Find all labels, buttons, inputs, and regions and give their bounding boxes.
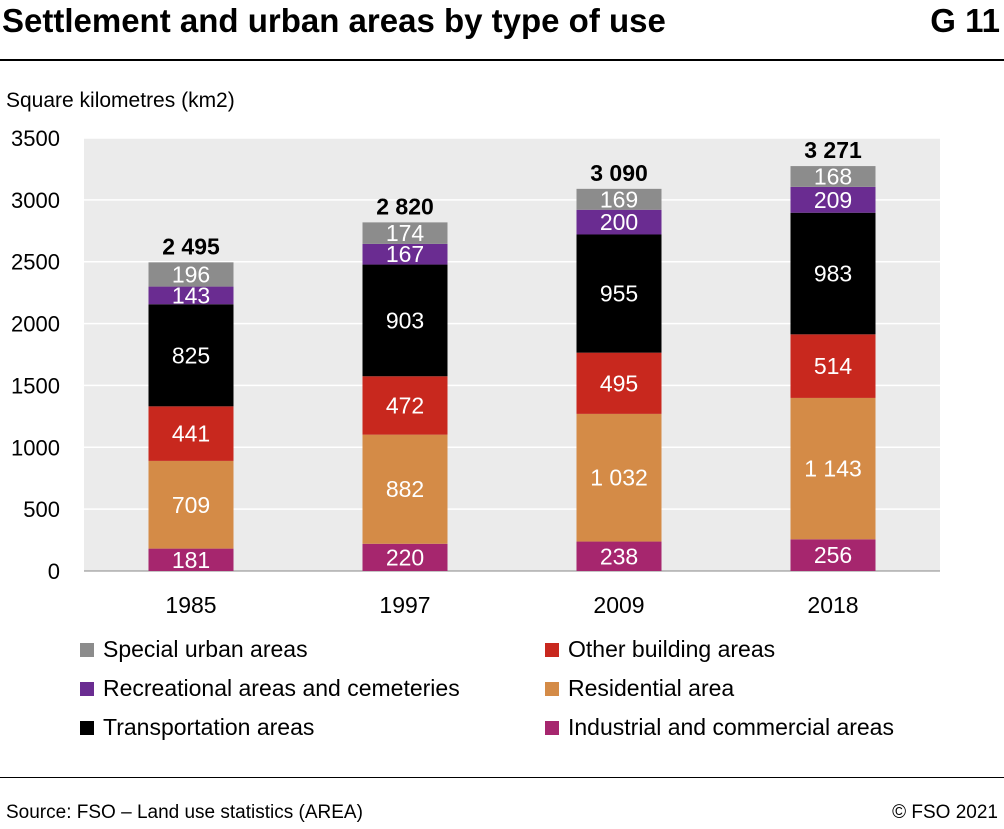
legend-item: Special urban areas: [80, 636, 308, 663]
segment-value-label: 196: [172, 261, 210, 287]
segment-value-label: 472: [386, 392, 424, 418]
bar-segment: [576, 413, 662, 542]
bar-segment: [790, 397, 876, 540]
legend-item: Transportation areas: [80, 714, 314, 741]
segment-value-label: 882: [386, 476, 424, 502]
legend-label: Industrial and commercial areas: [568, 714, 894, 740]
segment-value-label: 1 143: [804, 456, 862, 482]
total-value-label: 2 495: [162, 233, 220, 259]
bar-segment: [362, 243, 448, 265]
header-divider: [0, 59, 1004, 61]
bar-segment: [790, 539, 876, 571]
y-tick-label: 0: [48, 559, 60, 584]
x-tick-label: 2009: [593, 592, 644, 618]
bar-segment: [148, 406, 234, 461]
legend-item: Recreational areas and cemeteries: [80, 675, 460, 702]
segment-value-label: 825: [172, 342, 210, 368]
legend-swatch: [80, 681, 94, 696]
bar-segment: [148, 286, 234, 305]
segment-value-label: 209: [814, 187, 852, 213]
bar-segment: [362, 434, 448, 544]
x-tick-label: 1985: [165, 592, 216, 618]
bar-segment: [576, 188, 662, 210]
segment-value-label: 238: [600, 543, 638, 569]
bar-segment: [576, 541, 662, 571]
legend-label: Residential area: [568, 675, 735, 701]
legend-swatch: [545, 642, 559, 657]
segment-value-label: 709: [172, 492, 210, 518]
bar-segment: [790, 186, 876, 213]
bar-segment: [148, 548, 234, 571]
y-tick-label: 2000: [11, 312, 60, 337]
x-tick-label: 1997: [379, 592, 430, 618]
segment-value-label: 256: [814, 542, 852, 568]
segment-value-label: 167: [386, 241, 424, 267]
segment-value-label: 903: [386, 307, 424, 333]
stacked-bar-chart: 0 500 1000 1500 2000 2500 3000 3500 181 709 441 825…: [11, 126, 940, 618]
legend-label: Transportation areas: [103, 714, 315, 740]
legend-item: Other building areas: [545, 636, 775, 663]
legend-swatch: [545, 681, 559, 696]
segment-value-label: 143: [172, 282, 210, 308]
chart-title: Settlement and urban areas by type of us…: [2, 2, 666, 39]
legend-label: Other building areas: [568, 636, 776, 662]
segment-value-label: 174: [386, 220, 425, 246]
segment-value-label: 1 032: [590, 465, 648, 491]
bar-segment: [148, 262, 234, 287]
y-tick-label: 1500: [11, 373, 60, 398]
bar-segment: [576, 234, 662, 353]
bar-segment: [576, 352, 662, 414]
segment-value-label: 181: [172, 547, 210, 573]
segment-value-label: 514: [814, 353, 853, 379]
legend-swatch: [80, 720, 94, 735]
y-tick-label: 1000: [11, 435, 60, 460]
bar-segment: [362, 264, 448, 377]
legend-label: Recreational areas and cemeteries: [103, 675, 460, 701]
y-tick-label: 3000: [11, 188, 60, 213]
source-note: Source: FSO – Land use statistics (AREA): [6, 802, 363, 823]
bar-segment: [362, 543, 448, 571]
y-tick-label: 2500: [11, 250, 60, 275]
bar-segment: [148, 460, 234, 549]
bar-segment: [576, 209, 662, 235]
y-axis-label: Square kilometres (km2): [6, 89, 235, 112]
segment-value-label: 983: [814, 261, 852, 287]
legend-swatch: [80, 642, 94, 657]
legend-swatch: [545, 720, 559, 735]
legend-item: Residential area: [545, 675, 734, 702]
copyright-note: © FSO 2021: [892, 802, 998, 823]
total-value-label: 3 271: [804, 137, 862, 163]
segment-value-label: 495: [600, 370, 638, 396]
segment-value-label: 169: [600, 186, 638, 212]
legend-label: Special urban areas: [103, 636, 308, 662]
chart-legend: Special urban areas Recreational areas an…: [0, 634, 1004, 754]
segment-value-label: 441: [172, 421, 210, 447]
x-tick-label: 2018: [807, 592, 858, 618]
segment-value-label: 168: [814, 163, 852, 189]
legend-item: Industrial and commercial areas: [545, 714, 894, 741]
bar-segment: [790, 212, 876, 335]
total-value-label: 2 820: [376, 193, 434, 219]
bar-segment: [362, 376, 448, 435]
bar-segment: [362, 222, 448, 244]
chart-code: G 11: [930, 2, 1000, 39]
segment-value-label: 955: [600, 281, 638, 307]
bar-segment: [790, 334, 876, 398]
bar-segment: [148, 304, 234, 407]
bar-segment: [790, 166, 876, 187]
y-tick-label: 500: [23, 497, 60, 522]
segment-value-label: 220: [386, 544, 424, 570]
footer-divider: [0, 777, 1004, 778]
segment-value-label: 200: [600, 209, 638, 235]
y-tick-label: 3500: [11, 126, 60, 151]
total-value-label: 3 090: [590, 160, 648, 186]
